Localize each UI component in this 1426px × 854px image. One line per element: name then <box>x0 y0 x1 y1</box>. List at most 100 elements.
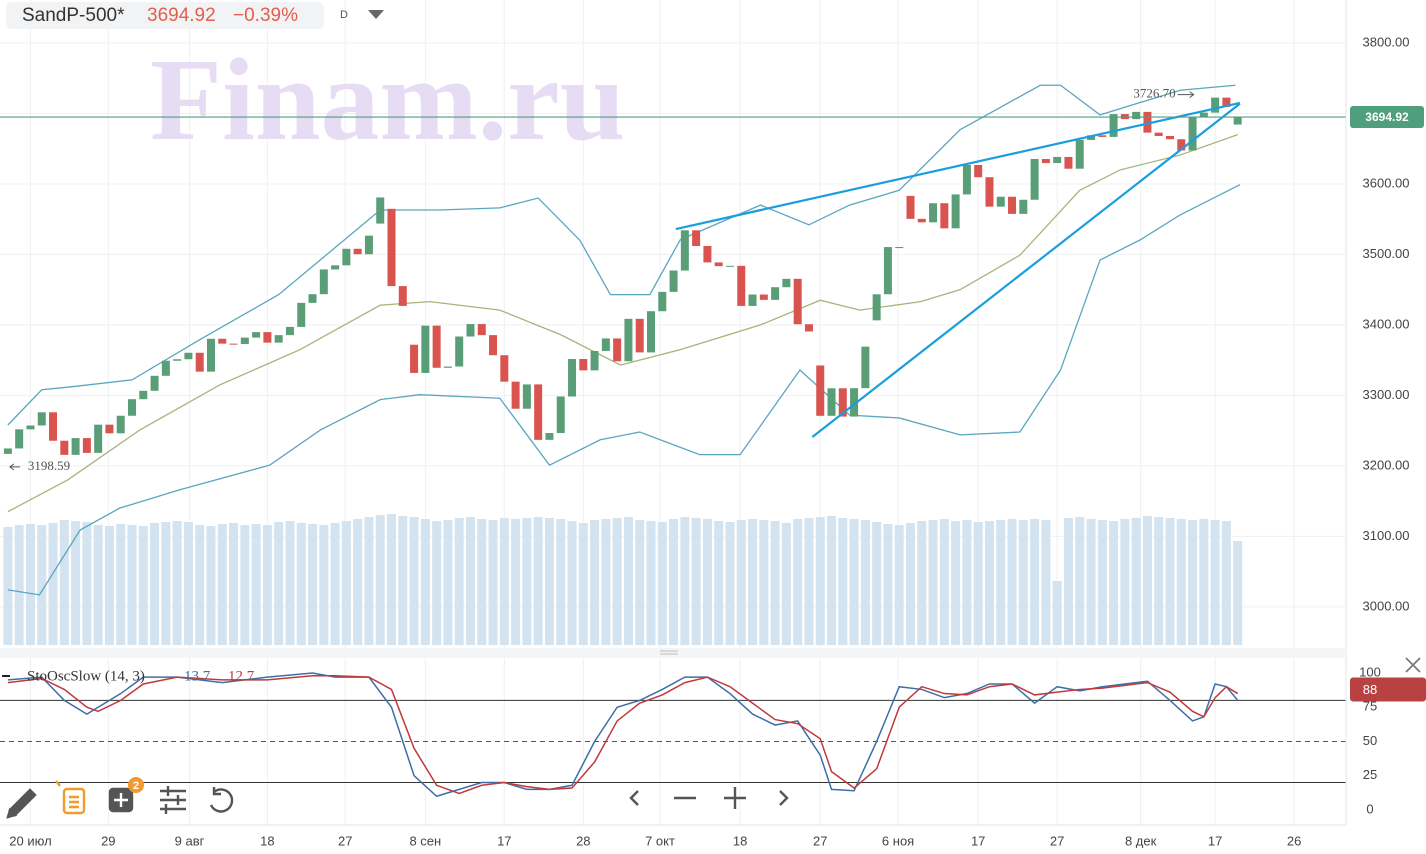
volume-bar <box>1075 517 1085 645</box>
volume-bar <box>3 527 13 645</box>
volume-bar <box>1221 521 1231 645</box>
candle <box>71 438 80 455</box>
y-tick-label: 3100.00 <box>1363 528 1410 543</box>
candle <box>94 424 103 453</box>
y-tick-label: 100 <box>1359 664 1381 679</box>
volume-bar <box>387 514 397 645</box>
volume-bar <box>984 521 994 645</box>
candle <box>150 375 159 391</box>
volume-bar <box>1199 519 1209 645</box>
settings-tool[interactable] <box>160 786 186 814</box>
zoom-in[interactable] <box>724 787 746 809</box>
volume-bar <box>138 526 148 645</box>
candle <box>342 248 351 266</box>
candle <box>421 325 430 373</box>
volume-bar <box>37 525 47 645</box>
volume-bar <box>601 519 611 645</box>
candle <box>883 247 892 295</box>
candle <box>850 388 859 417</box>
volume-bar <box>748 519 758 645</box>
candle <box>1041 158 1050 164</box>
volume-bar <box>691 518 701 645</box>
header-box[interactable] <box>6 2 324 29</box>
badge-count: 2 <box>133 780 139 792</box>
band-line <box>7 184 1241 596</box>
x-tick-label: 9 авг <box>175 833 205 848</box>
x-tick-label: 20 июл <box>9 833 51 848</box>
volume-bar <box>443 520 453 645</box>
volume-bar <box>14 525 24 645</box>
candle <box>669 270 678 292</box>
volume-bar <box>962 520 972 645</box>
undo-tool[interactable] <box>209 787 234 813</box>
volume-bar <box>353 519 363 645</box>
volume-bar <box>951 521 961 645</box>
volume-bar <box>725 522 735 645</box>
candle <box>1075 139 1084 169</box>
close-pane[interactable] <box>1405 657 1421 673</box>
candle <box>861 346 870 389</box>
volume-bar <box>1086 519 1096 645</box>
x-tick-label: 27 <box>338 833 352 848</box>
candle <box>252 332 261 338</box>
interval[interactable]: D <box>340 9 348 21</box>
candle <box>240 337 249 345</box>
candle <box>996 196 1005 207</box>
nav-right[interactable] <box>779 790 789 806</box>
candle <box>116 415 125 434</box>
y-tick-label: 3600.00 <box>1363 175 1410 190</box>
volume-bar <box>1120 519 1130 645</box>
candle <box>601 338 610 351</box>
volume-bar <box>477 519 487 645</box>
volume-bar <box>116 524 126 645</box>
volume-bar <box>172 521 182 645</box>
volume-bar <box>770 521 780 645</box>
dropdown-arrow[interactable] <box>368 10 384 19</box>
candle <box>1211 97 1220 113</box>
candle <box>985 177 994 207</box>
stoch-line <box>7 674 1239 795</box>
candle <box>1053 156 1062 164</box>
volume-bar <box>860 520 870 645</box>
volume-bar <box>635 520 645 645</box>
notes-tool[interactable] <box>62 787 86 815</box>
x-tick-label: 29 <box>101 833 115 848</box>
volume-bar <box>1142 516 1152 645</box>
volume-bar <box>1030 519 1040 645</box>
volume-bar <box>669 519 679 645</box>
candle <box>364 235 373 255</box>
last-price-label: 3694.92 <box>1365 110 1409 124</box>
volume-bar <box>623 517 633 645</box>
volume-bar <box>827 516 837 645</box>
pencil-tool[interactable] <box>6 788 37 819</box>
band-line <box>7 84 1236 426</box>
candle <box>1132 111 1141 120</box>
candle <box>1008 196 1017 214</box>
legend-value: 13.7 <box>184 668 211 684</box>
volume-bar <box>330 523 340 645</box>
x-tick-label: 6 ноя <box>882 833 914 848</box>
y-tick-label: 3200.00 <box>1363 457 1410 472</box>
stoch-badge <box>1350 677 1426 702</box>
volume-bar <box>1052 581 1062 645</box>
volume-bar <box>1188 520 1198 645</box>
pane-separator <box>0 648 1346 658</box>
volume-bar <box>420 519 430 645</box>
volume-bar <box>973 522 983 645</box>
symbol: SandP-500* <box>22 5 125 26</box>
candle <box>714 262 723 267</box>
nav-left[interactable] <box>629 790 639 806</box>
x-tick-label: 27 <box>813 833 827 848</box>
candle <box>443 366 452 368</box>
volume-bar <box>127 525 137 645</box>
volume-bar <box>533 517 543 645</box>
candle <box>432 325 441 368</box>
x-tick-label: 17 <box>971 833 985 848</box>
legend-value: 12.7 <box>228 668 255 684</box>
volume-bar <box>939 519 949 645</box>
candle <box>929 203 938 223</box>
volume-bar <box>308 524 318 645</box>
notes-lines <box>69 795 79 809</box>
candle <box>816 365 825 416</box>
volume-bar <box>1097 520 1107 645</box>
